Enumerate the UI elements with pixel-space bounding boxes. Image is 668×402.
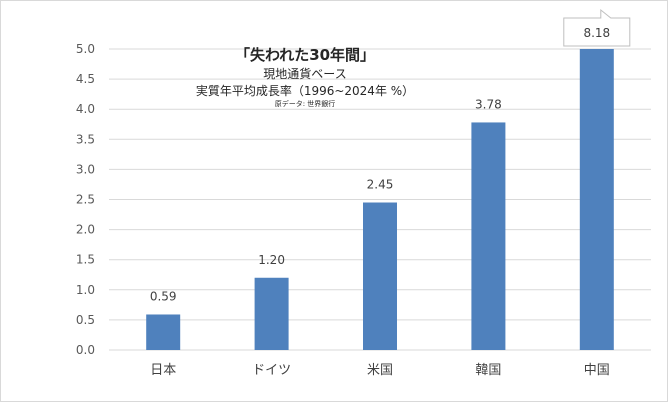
y-tick-label: 1.5 <box>76 253 95 267</box>
x-tick-label: 日本 <box>150 363 176 378</box>
y-tick-label: 0.5 <box>76 313 95 327</box>
bar-0 <box>146 314 181 350</box>
chart-subtitle-line-2: 実質年平均成長率（1996~2024年 %） <box>196 83 414 98</box>
chart-title-block: 「失われた30年間」 現地通貨ベース 実質年平均成長率（1996~2024年 %… <box>196 46 414 108</box>
y-tick-label: 5.0 <box>76 42 95 56</box>
chart-title: 「失われた30年間」 <box>235 46 375 64</box>
chart-source-note: 原データ: 世界銀行 <box>275 99 336 108</box>
bar-1 <box>254 277 289 350</box>
y-tick-label: 4.0 <box>76 102 95 116</box>
chart-subtitle-line-1: 現地通貨ベース <box>263 66 346 81</box>
y-tick-label: 3.5 <box>76 132 95 146</box>
bar-3 <box>471 122 506 350</box>
x-tick-label: 韓国 <box>475 363 501 378</box>
data-label: 8.18 <box>583 26 610 40</box>
bar-4 <box>579 49 614 350</box>
x-axis-labels: 日本 ドイツ 米国 韓国 中国 <box>150 363 610 378</box>
y-tick-label: 2.0 <box>76 223 95 237</box>
data-label: 1.20 <box>258 253 285 267</box>
data-labels: 0.59 1.20 2.45 3.78 8.18 <box>150 8 631 303</box>
x-tick-label: 中国 <box>584 363 610 378</box>
y-tick-label: 1.0 <box>76 283 95 297</box>
data-label: 3.78 <box>475 97 502 111</box>
x-tick-label: ドイツ <box>252 363 291 378</box>
bars <box>146 49 614 350</box>
bar-2 <box>363 202 397 350</box>
data-label: 0.59 <box>150 289 177 303</box>
y-tick-label: 2.5 <box>76 193 95 207</box>
y-tick-label: 0.0 <box>76 343 95 357</box>
data-callout-box <box>563 8 631 47</box>
x-tick-label: 米国 <box>367 363 393 378</box>
y-axis-ticks: 0.0 0.5 1.0 1.5 2.0 2.5 3.0 3.5 4.0 4.5 5.0 <box>76 42 95 357</box>
data-label: 2.45 <box>367 178 394 192</box>
y-tick-label: 4.5 <box>76 72 95 86</box>
y-tick-label: 3.0 <box>76 162 95 176</box>
